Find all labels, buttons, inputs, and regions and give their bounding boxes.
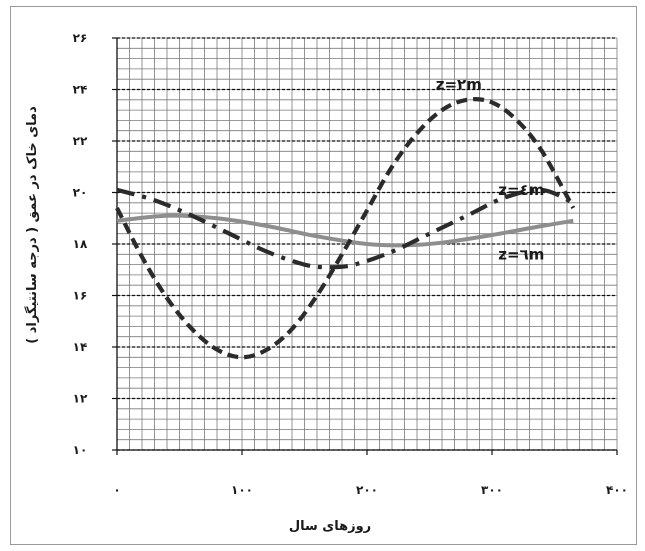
axes bbox=[112, 37, 618, 455]
series-line-1 bbox=[115, 97, 576, 360]
y-tick-label: ۲۲ bbox=[73, 134, 88, 148]
y-tick-label: ۱۸ bbox=[73, 237, 88, 251]
y-tick-label: ۱۲ bbox=[73, 392, 88, 406]
series-label-2: z=٤m bbox=[498, 181, 544, 199]
y-tick-label: ۲۴ bbox=[73, 83, 88, 97]
series-label-3: z=٦m bbox=[498, 245, 544, 263]
series-line-3 bbox=[116, 213, 574, 248]
y-tick-label: ۱۰ bbox=[73, 443, 88, 457]
y-tick-label: ۲۰ bbox=[73, 186, 88, 200]
x-tick-label: ۳۰۰ bbox=[481, 483, 503, 497]
x-tick-label: ۱۰۰ bbox=[231, 483, 253, 497]
x-tick-label: ۰ bbox=[113, 483, 120, 497]
y-axis-title: دمای خاک در عمق ( درجه سانتیگراد ) bbox=[24, 106, 40, 344]
x-axis-title: روزهای سال bbox=[289, 519, 371, 534]
tick-labels: ۰ ۱۰۰ ۲۰۰ ۳۰۰ ۴۰۰ ۱۰ ۱۲ ۱۴ ۱۶ ۱۸ ۲۰ ۲۲ ۲۴ ۲۶ bbox=[73, 31, 628, 497]
y-tick-label: ۲۶ bbox=[73, 31, 88, 45]
series-layer bbox=[115, 97, 576, 360]
y-tick-label: ۱۶ bbox=[73, 289, 88, 303]
chart-frame bbox=[10, 6, 637, 545]
series-labels: z=۲m z=٤m z=٦m bbox=[436, 76, 545, 264]
x-tick-label: ۴۰۰ bbox=[606, 483, 628, 497]
y-tick-label: ۱۴ bbox=[73, 340, 88, 354]
x-tick-label: ۲۰۰ bbox=[356, 483, 378, 497]
series-label-1: z=۲m bbox=[436, 76, 482, 94]
series-line-2 bbox=[116, 187, 575, 270]
